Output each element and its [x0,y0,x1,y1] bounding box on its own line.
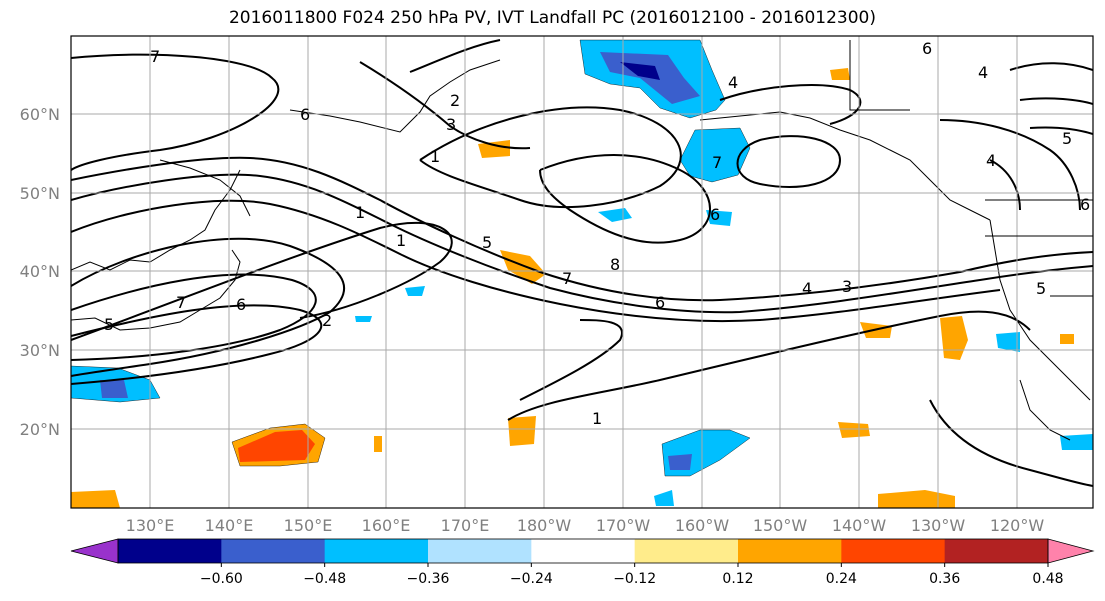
lon-tick-label: 150°W [753,516,808,535]
map-title: 2016011800 F024 250 hPa PV, IVT Landfall… [228,8,876,28]
contour-label: 2 [322,311,332,330]
contour-label: 8 [610,255,620,274]
contour-label: 3 [446,115,456,134]
contour-label: 4 [986,151,996,170]
colorbar-tick-label: 0.36 [929,571,960,587]
lon-tick-label: 130°W [911,516,966,535]
contour-label: 1 [592,409,602,428]
colorbar-segment [118,539,222,563]
contour-label: 1 [396,231,406,250]
colorbar: −0.60 −0.48 −0.36 −0.24 −0.12 0.12 0.24 0.36 0.4… [70,538,1095,587]
coastlines [71,59,1091,441]
map-frame [70,35,1094,509]
colorbar-segment [634,539,739,563]
lon-tick-label: 160°W [675,516,730,535]
contour-label: 1 [355,203,365,222]
colorbar-under-arrow [70,538,119,564]
colorbar-frame [117,538,1049,564]
colorbar-segment [221,539,326,563]
colorbar-tick-label: 0.12 [722,571,753,587]
lon-tick-label: 180°W [517,516,572,535]
contour-label: 4 [978,63,988,82]
colorbar-tick-label: 0.24 [826,571,857,587]
contour-label: 1 [430,147,440,166]
colorbar-tick-label: −0.36 [407,571,450,587]
colorbar-segment [944,539,1049,563]
colorbar-tick-label: 0.48 [1032,571,1063,587]
lat-tick-label: 50°N [20,184,60,203]
colorbar-tick-label: −0.12 [613,571,656,587]
contour-label: 5 [104,315,114,334]
colorbar-segment [324,539,429,563]
colorbar-tick-label: −0.24 [510,571,553,587]
contour-label: 6 [300,105,310,124]
lon-tick-label: 130°E [126,516,175,535]
colorbar-segment [531,539,636,563]
contour-label: 6 [922,39,932,58]
contour-label: 6 [710,205,720,224]
pc-shading [71,39,1093,508]
lon-axis: 130°E 140°E 150°E 160°E 170°E 180°W 170°… [126,516,1045,535]
lat-tick-label: 20°N [20,420,60,439]
contour-label: 6 [655,293,665,312]
contour-label: 6 [1080,195,1090,214]
lon-tick-label: 160°E [362,516,411,535]
lon-tick-label: 140°W [832,516,887,535]
contour-label: 4 [728,73,738,92]
contour-label: 6 [236,295,246,314]
lat-lon-grid [71,36,1093,508]
lon-tick-label: 120°W [990,516,1045,535]
contour-label: 7 [712,153,722,172]
colorbar-tick-label: −0.60 [200,571,243,587]
colorbar-over-arrow [1047,538,1095,564]
colorbar-tick-label: −0.48 [303,571,346,587]
lat-tick-label: 30°N [20,341,60,360]
contour-label: 7 [176,293,186,312]
contour-label: 5 [1036,279,1046,298]
contour-label: 7 [562,269,572,288]
lon-tick-label: 150°E [284,516,333,535]
lat-axis: 60°N 50°N 40°N 30°N 20°N [20,105,60,439]
lon-tick-label: 170°W [596,516,651,535]
contour-label: 2 [450,91,460,110]
lat-tick-label: 40°N [20,262,60,281]
borders [849,40,1093,297]
colorbar-segment [841,539,946,563]
contour-labels: 7 6 2 3 1 1 1 5 7 8 6 4 3 4 7 6 7 6 5 2 … [104,39,1090,428]
colorbar-segment [738,539,842,563]
lon-tick-label: 170°E [441,516,490,535]
lon-tick-label: 140°E [205,516,254,535]
contour-label: 5 [1062,129,1072,148]
contour-label: 4 [802,279,812,298]
contour-label: 3 [842,277,852,296]
contour-label: 5 [482,233,492,252]
colorbar-segment [428,539,532,563]
contour-label: 7 [150,47,160,66]
lat-tick-label: 60°N [20,105,60,124]
